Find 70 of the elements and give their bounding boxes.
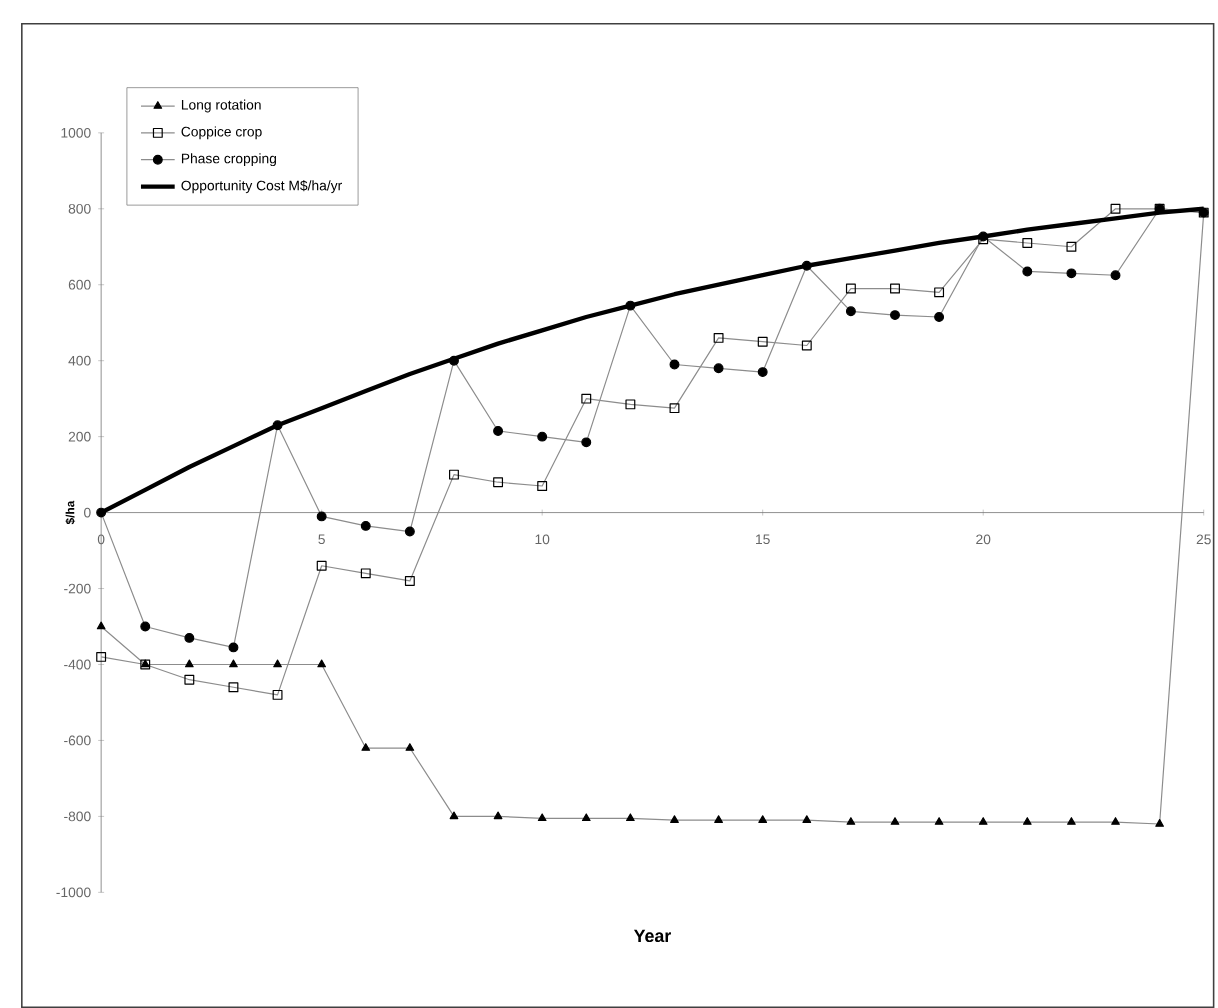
point [1066,268,1077,279]
point [96,621,106,630]
point [140,621,151,632]
point [360,520,371,531]
point [669,359,680,370]
point [404,575,415,586]
point [978,817,988,825]
point [890,310,900,321]
point [316,560,327,571]
point [1067,817,1076,825]
point [1022,817,1032,825]
point [96,507,107,518]
point [1022,237,1033,248]
point [713,363,724,374]
point [1110,270,1121,281]
point [404,526,415,537]
point [537,431,548,442]
point [845,283,856,294]
point [934,287,945,298]
point [272,420,283,431]
point [228,682,239,693]
point [272,689,283,700]
point [934,817,944,825]
point [537,480,548,491]
point [316,511,327,522]
point [96,651,107,662]
point [449,469,459,480]
point [670,815,679,823]
point [493,425,504,436]
point [1110,203,1121,214]
point [229,659,238,668]
point [801,260,812,271]
point [890,817,900,825]
point [846,817,856,825]
point [1066,241,1077,252]
point [934,311,945,322]
x-axis-title: Year [633,929,671,943]
point [493,811,503,820]
point [405,743,415,751]
point [228,642,239,653]
point [273,659,282,668]
point [626,813,635,822]
point [1111,817,1120,825]
point [184,632,195,643]
point [1022,266,1033,277]
point [801,340,812,351]
point [537,813,547,822]
point [581,437,592,448]
point [317,659,327,668]
point [449,355,459,366]
point [361,743,371,751]
point [581,393,592,404]
point [360,568,371,579]
point [449,811,459,820]
point [1155,818,1164,827]
point [493,477,504,488]
point [845,306,856,317]
point [581,813,591,822]
point [625,300,636,311]
point [184,659,194,668]
point [713,332,724,343]
point [714,815,723,823]
point [890,283,900,294]
point [757,336,768,347]
point [758,815,768,823]
point [802,815,812,823]
point [669,403,680,414]
point [625,399,636,410]
point [184,674,195,685]
point [757,367,768,377]
